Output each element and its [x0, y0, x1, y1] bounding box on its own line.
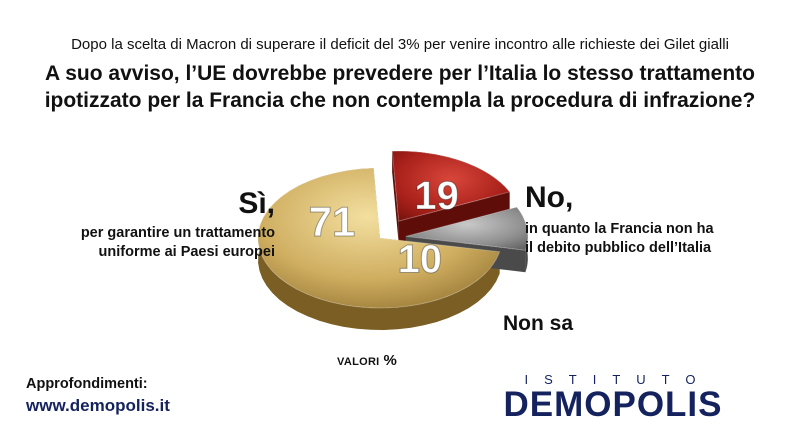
pie-slice-non-sa	[405, 206, 529, 251]
pie-slice-no	[391, 150, 511, 222]
no-description-line-2: il debito pubblico dell’Italia	[525, 240, 712, 256]
values-unit-label: VALORI%	[337, 352, 397, 369]
yes-description-line-1: per garantire un trattamento	[80, 225, 275, 241]
yes-description: per garantire un trattamento uniforme ai…	[30, 224, 275, 262]
logo-brand-text: DEMOPOLIS	[503, 385, 723, 424]
valori-text: VALORI	[337, 356, 380, 368]
pie-value-label-sì: 71	[309, 198, 356, 245]
no-label: No,	[525, 181, 574, 214]
pie-slice-wall-1-1	[398, 191, 510, 244]
yes-label: Sì,	[238, 187, 275, 220]
logo-istituto-text: ISTITUTO	[524, 372, 712, 387]
approfondimenti-label: Approfondimenti:	[26, 376, 148, 392]
pie-slice-wall-1-0	[392, 151, 399, 244]
pie-slice-sì	[257, 167, 501, 309]
chart-question: A suo avviso, l’UE dovrebbe prevedere pe…	[0, 60, 800, 114]
no-description: in quanto la Francia non ha il debito pu…	[525, 220, 795, 258]
yes-label-block: Sì, per garantire un trattamento uniform…	[30, 188, 275, 262]
pie-value-label-no: 19	[414, 174, 459, 218]
chart-subtitle: Dopo la scelta di Macron di superare il …	[71, 36, 729, 53]
no-label-block: No, in quanto la Francia non ha il debit…	[525, 182, 795, 258]
question-line-2: ipotizzato per la Francia che non contem…	[44, 89, 756, 112]
website-link[interactable]: www.demopolis.it	[26, 396, 170, 415]
demopolis-logo: ISTITUTO DEMOPOLIS	[488, 372, 738, 425]
yes-description-line-2: uniforme ai Paesi europei	[98, 244, 275, 260]
percent-sign: %	[383, 352, 398, 369]
no-description-line-1: in quanto la Francia non ha	[525, 221, 714, 237]
pie-value-label-non-sa: 10	[398, 237, 443, 281]
question-line-1: A suo avviso, l’UE dovrebbe prevedere pe…	[45, 62, 755, 85]
non-sa-label: Non sa	[503, 312, 574, 335]
